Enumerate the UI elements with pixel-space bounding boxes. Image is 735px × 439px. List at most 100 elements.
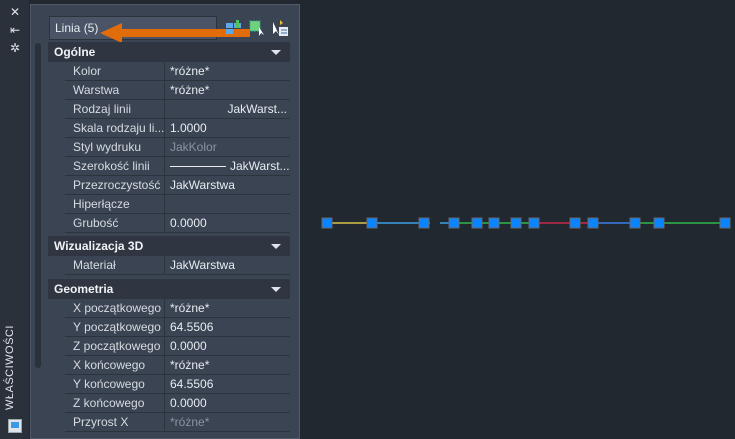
property-value[interactable]: 0.0000 (166, 337, 290, 356)
property-value[interactable]: JakWarst... (166, 100, 290, 119)
select-objects-icon[interactable] (248, 19, 266, 37)
collapse-icon[interactable] (271, 50, 281, 55)
property-row[interactable]: Y początkowego 64.5506 (65, 318, 290, 337)
auto-hide-icon[interactable]: ⇤ (9, 23, 21, 37)
value-text: JakKolor (170, 140, 217, 154)
value-text: *różne* (170, 83, 210, 97)
property-row[interactable]: Szerokość linii JakWarst... (65, 157, 290, 176)
value-text: JakWarst... (227, 102, 287, 116)
property-row[interactable]: Kolor *różne* (65, 62, 290, 81)
quick-select-icon[interactable] (271, 19, 289, 37)
property-label: Kolor (65, 62, 165, 81)
property-row[interactable]: Styl wydruku JakKolor (65, 138, 290, 157)
section-title: Wizualizacja 3D (54, 239, 144, 253)
property-value[interactable]: 64.5506 (166, 318, 290, 337)
property-row[interactable]: Skala rodzaju li... 1.0000 (65, 119, 290, 138)
property-label: Grubość (65, 214, 165, 233)
grip-handle[interactable] (366, 217, 378, 229)
properties-panel (30, 4, 300, 439)
property-row[interactable]: Hiperłącze (65, 195, 290, 214)
value-text: 64.5506 (170, 320, 214, 334)
property-label: Przyrost X (65, 413, 165, 432)
property-label: Skala rodzaju li... (65, 119, 165, 138)
property-row[interactable]: Przezroczystość JakWarstwa (65, 176, 290, 195)
grip-handle[interactable] (569, 217, 581, 229)
property-label: Z końcowego (65, 394, 165, 413)
value-text: *różne* (170, 64, 210, 78)
value-text: JakWarst... (230, 159, 290, 173)
property-row[interactable]: Y końcowego 64.5506 (65, 375, 290, 394)
drawing-canvas[interactable] (310, 200, 735, 250)
section-header[interactable]: Geometria (48, 279, 290, 299)
property-label: Hiperłącze (65, 195, 165, 214)
lineweight-sample (170, 166, 226, 168)
toggle-pickadd-icon[interactable] (225, 19, 243, 37)
collapse-icon[interactable] (271, 244, 281, 249)
grip-handle[interactable] (488, 217, 500, 229)
grip-handle[interactable] (653, 217, 665, 229)
property-value[interactable]: *różne* (166, 356, 290, 375)
property-label: Y końcowego (65, 375, 165, 394)
property-value[interactable]: *różne* (166, 81, 290, 100)
property-value[interactable]: *różne* (166, 299, 290, 318)
grip-handle[interactable] (471, 217, 483, 229)
property-row[interactable]: Z początkowego 0.0000 (65, 337, 290, 356)
value-text: JakWarstwa (170, 258, 235, 272)
property-row[interactable]: X końcowego *różne* (65, 356, 290, 375)
property-row[interactable]: Rodzaj linii JakWarst... (65, 100, 290, 119)
value-text: JakWarstwa (170, 178, 235, 192)
value-text: 0.0000 (170, 216, 207, 230)
grip-handle[interactable] (528, 217, 540, 229)
annotation-arrow (100, 23, 250, 43)
section-title: Geometria (54, 282, 114, 296)
property-value[interactable]: 1.0000 (166, 119, 290, 138)
section-header[interactable]: Wizualizacja 3D (48, 236, 290, 256)
property-label: Z początkowego (65, 337, 165, 356)
property-label: Materiał (65, 256, 165, 275)
grip-handle[interactable] (448, 217, 460, 229)
property-row[interactable]: Przyrost X *różne* (65, 413, 290, 432)
collapse-icon[interactable] (271, 287, 281, 292)
grip-handle[interactable] (510, 217, 522, 229)
palette-strip: ✕ ⇤ ✲ WŁAŚCIWOŚCI (0, 0, 29, 439)
value-text: *różne* (170, 358, 210, 372)
close-icon[interactable]: ✕ (9, 5, 21, 19)
property-value[interactable]: JakWarstwa (166, 256, 290, 275)
grip-handle[interactable] (629, 217, 641, 229)
property-value[interactable]: JakWarstwa (166, 176, 290, 195)
property-label: Przezroczystość (65, 176, 165, 195)
value-text: 0.0000 (170, 339, 207, 353)
value-text: 0.0000 (170, 396, 207, 410)
value-text: 1.0000 (170, 121, 207, 135)
property-value[interactable]: *różne* (166, 413, 290, 432)
property-value[interactable]: *różne* (166, 62, 290, 81)
section-title: Ogólne (54, 45, 96, 59)
property-row[interactable]: Warstwa *różne* (65, 81, 290, 100)
property-label: X końcowego (65, 356, 165, 375)
property-value[interactable]: 0.0000 (166, 394, 290, 413)
section-header[interactable]: Ogólne (48, 42, 290, 62)
grip-handle[interactable] (719, 217, 731, 229)
property-value[interactable]: 64.5506 (166, 375, 290, 394)
grip-handle[interactable] (587, 217, 599, 229)
grip-handle[interactable] (321, 217, 333, 229)
property-row[interactable]: X początkowego *różne* (65, 299, 290, 318)
property-label: Styl wydruku (65, 138, 165, 157)
value-text: 64.5506 (170, 377, 214, 391)
value-text: *różne* (170, 301, 210, 315)
property-row[interactable]: Materiał JakWarstwa (65, 256, 290, 275)
grip-handle[interactable] (418, 217, 430, 229)
properties-icon[interactable] (8, 419, 22, 433)
property-value[interactable]: JakWarst... (166, 157, 290, 176)
property-row[interactable]: Z końcowego 0.0000 (65, 394, 290, 413)
property-value[interactable]: JakKolor (166, 138, 290, 157)
property-row[interactable]: Grubość 0.0000 (65, 214, 290, 233)
property-value[interactable]: 0.0000 (166, 214, 290, 233)
property-label: Szerokość linii (65, 157, 165, 176)
property-label: X początkowego (65, 299, 165, 318)
panel-scrollbar[interactable] (35, 43, 41, 368)
property-value[interactable] (166, 195, 290, 214)
settings-icon[interactable]: ✲ (9, 41, 21, 55)
value-text: *różne* (170, 415, 210, 429)
property-label: Y początkowego (65, 318, 165, 337)
